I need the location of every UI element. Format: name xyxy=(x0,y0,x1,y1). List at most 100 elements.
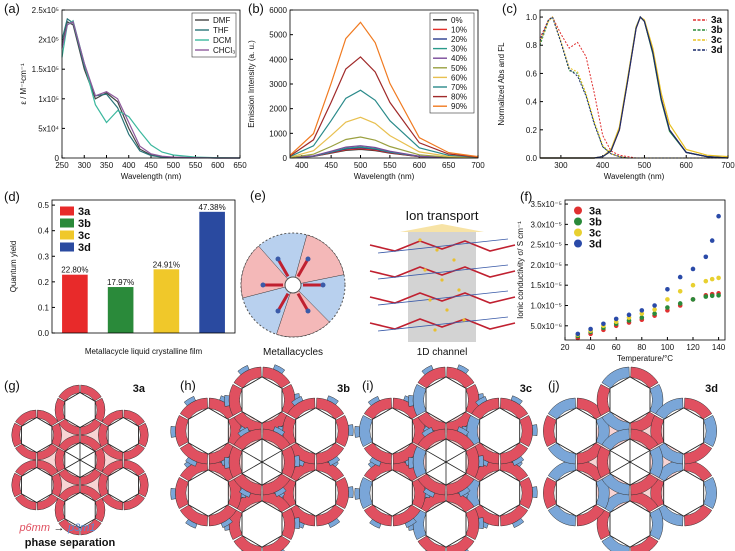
panel-label: (i) xyxy=(362,378,374,393)
panel-label: (c) xyxy=(502,1,517,16)
x-tick-label: 450 xyxy=(324,161,338,170)
ring-segment xyxy=(101,459,124,477)
y-tick-label: 0.4 xyxy=(38,227,50,236)
legend-swatch xyxy=(60,206,74,216)
ring-segment xyxy=(80,484,102,502)
point xyxy=(703,278,709,284)
ion xyxy=(440,278,444,282)
legend-label: 3d xyxy=(78,242,91,254)
panel-label: (g) xyxy=(4,378,20,393)
core-spoke xyxy=(629,450,651,463)
ion xyxy=(433,328,437,332)
compound-label: 3b xyxy=(337,383,350,395)
ring-segment xyxy=(179,442,208,465)
ring-segment xyxy=(417,428,446,451)
ring-segment xyxy=(316,504,345,527)
ring-tab xyxy=(510,395,523,406)
y-tick-label: 2.5x10⁻⁵ xyxy=(530,241,562,250)
y-axis-label: Quantum yield xyxy=(9,241,18,293)
ring-tab xyxy=(294,455,300,468)
ring-segment xyxy=(54,447,66,473)
core-hexagon xyxy=(663,469,705,517)
legend-swatch xyxy=(574,206,582,215)
series-line xyxy=(61,20,240,159)
core-hexagon xyxy=(187,469,229,517)
ring-segment xyxy=(465,446,480,478)
y-tick-label: 1.5x10⁵ xyxy=(32,65,59,74)
ring-segment xyxy=(15,493,37,511)
point xyxy=(677,274,683,280)
ring-tab xyxy=(408,456,414,469)
ring-segment xyxy=(316,442,345,465)
point xyxy=(690,282,696,288)
ring-segment xyxy=(684,504,713,527)
x-axis-label: Temperature/°C xyxy=(617,354,673,363)
ring-tab xyxy=(456,426,470,437)
y-tick-label: 5.0x10⁻⁶ xyxy=(530,322,562,331)
bar xyxy=(107,287,134,333)
ring-segment xyxy=(655,504,684,527)
point xyxy=(652,307,657,312)
ring-segment xyxy=(630,428,659,451)
ring-segment xyxy=(11,422,23,448)
point xyxy=(677,289,683,294)
ring-tab xyxy=(367,395,380,407)
point xyxy=(639,311,645,316)
channel-layer-blue xyxy=(377,290,509,306)
ring-segment xyxy=(649,446,664,478)
ring-tab xyxy=(185,456,198,467)
x-axis-label: Wavelength (nm) xyxy=(121,172,182,181)
ring-segment xyxy=(363,397,392,420)
y-axis-label: Normalized Abs and FL xyxy=(497,42,506,126)
core-spoke xyxy=(445,461,467,474)
ring-segment xyxy=(58,518,80,536)
x-axis-label: Metallacycle liquid crystalline film xyxy=(85,347,203,356)
ring-segment xyxy=(655,397,684,420)
y-tick-label: 1.5x10⁻⁵ xyxy=(530,281,562,290)
ring-segment xyxy=(630,473,659,496)
series-line xyxy=(540,15,729,159)
y-tick-label: 5x10⁴ xyxy=(38,124,59,133)
y-axis-label: Ionic conductivity σ/ S cm⁻¹ xyxy=(516,221,525,319)
ring-segment xyxy=(576,397,605,420)
point xyxy=(601,321,606,327)
ring-segment xyxy=(412,508,427,540)
legend-label: 3a xyxy=(711,15,723,26)
point xyxy=(665,305,670,310)
ring-segment xyxy=(519,415,533,447)
legend-label: 80% xyxy=(451,93,467,102)
core-spoke xyxy=(609,461,631,474)
core-spoke xyxy=(425,450,447,463)
ring-segment xyxy=(11,472,23,498)
core-spoke xyxy=(241,450,263,463)
core-hexagon xyxy=(241,376,283,424)
plot-frame xyxy=(51,199,236,334)
caption: Metallacycles xyxy=(263,347,323,358)
panel-label: (f) xyxy=(520,189,532,204)
x-axis-label: Wavelength (nm) xyxy=(354,172,415,181)
y-tick-label: 3.0x10⁻⁵ xyxy=(530,220,562,229)
ring-segment xyxy=(363,459,392,482)
ring-segment xyxy=(412,446,427,478)
compound-label: 3d xyxy=(705,383,718,395)
ring-segment xyxy=(36,459,59,477)
ring-segment xyxy=(471,442,500,465)
legend-label: 3c xyxy=(78,230,90,242)
ring-segment xyxy=(281,384,296,416)
value-label: 24.91% xyxy=(153,260,180,269)
ring-tab xyxy=(170,425,177,438)
ring-tab xyxy=(475,395,488,407)
ring-segment xyxy=(547,442,576,465)
ring-segment xyxy=(228,446,243,478)
core-spoke xyxy=(629,461,651,474)
ring-segment xyxy=(101,493,124,511)
x-tick-label: 40 xyxy=(586,343,595,352)
core-hexagon xyxy=(479,469,521,517)
compound-label: 3c xyxy=(520,383,532,395)
y-tick-label: 0 xyxy=(55,154,60,163)
series-line xyxy=(289,136,479,159)
ring-tab xyxy=(272,364,286,375)
ring-segment xyxy=(547,397,576,420)
ring-segment xyxy=(80,468,102,486)
